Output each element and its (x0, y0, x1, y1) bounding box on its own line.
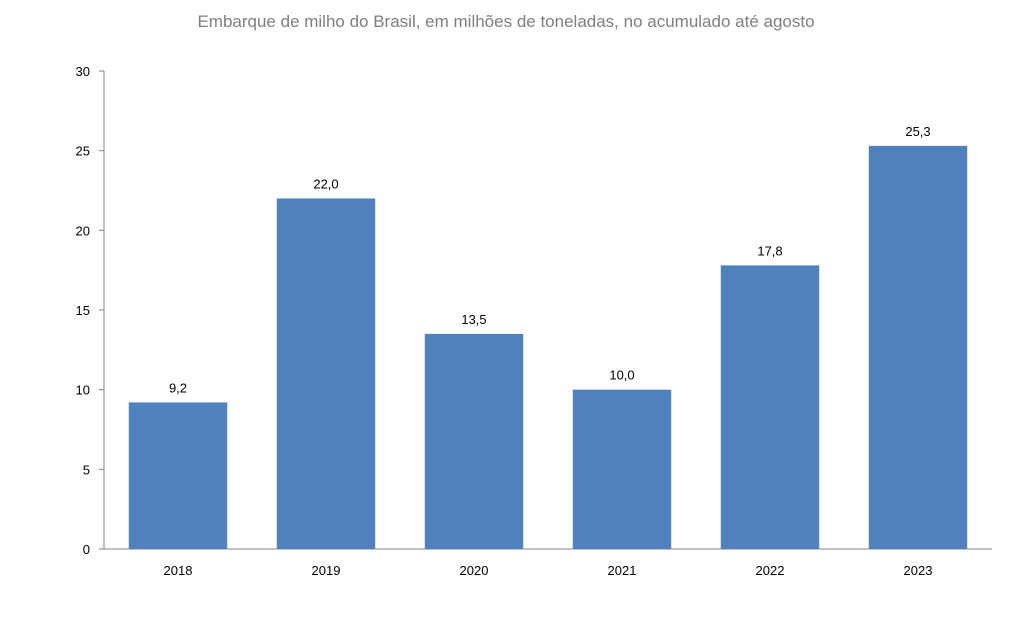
y-tick-label: 15 (76, 303, 90, 318)
data-label-2023: 25,3 (905, 124, 930, 139)
y-tick-label: 5 (83, 462, 90, 477)
y-tick-label: 0 (83, 542, 90, 557)
data-labels: 9,2 22,0 13,5 10,0 17,8 25,3 (169, 124, 931, 396)
x-tick-label-2020: 2020 (460, 563, 489, 578)
bar-2020 (424, 333, 524, 549)
y-tick-label: 20 (76, 223, 90, 238)
bar-2022 (720, 265, 820, 549)
data-label-2022: 17,8 (757, 243, 782, 258)
x-tick-label-2022: 2022 (756, 563, 785, 578)
x-tick-label-2018: 2018 (164, 563, 193, 578)
x-tick-label-2021: 2021 (608, 563, 637, 578)
x-axis: 2018 2019 2020 2021 2022 2023 (104, 548, 992, 578)
data-label-2020: 13,5 (461, 312, 486, 327)
y-tick-label: 25 (76, 144, 90, 159)
data-label-2018: 9,2 (169, 380, 187, 395)
bar-2021 (572, 389, 672, 549)
x-tick-label-2023: 2023 (904, 563, 933, 578)
chart-title: Embarque de milho do Brasil, em milhões … (197, 12, 815, 31)
y-tick-label: 10 (76, 383, 90, 398)
x-tick-label-2019: 2019 (312, 563, 341, 578)
bars (128, 145, 968, 550)
data-label-2021: 10,0 (609, 368, 634, 383)
bar-2018 (128, 402, 228, 549)
bar-2023 (868, 145, 968, 550)
y-tick-label: 30 (76, 64, 90, 79)
data-label-2019: 22,0 (313, 176, 338, 191)
y-axis: 0 5 10 15 20 25 30 (76, 64, 105, 557)
bar-2019 (276, 198, 376, 549)
